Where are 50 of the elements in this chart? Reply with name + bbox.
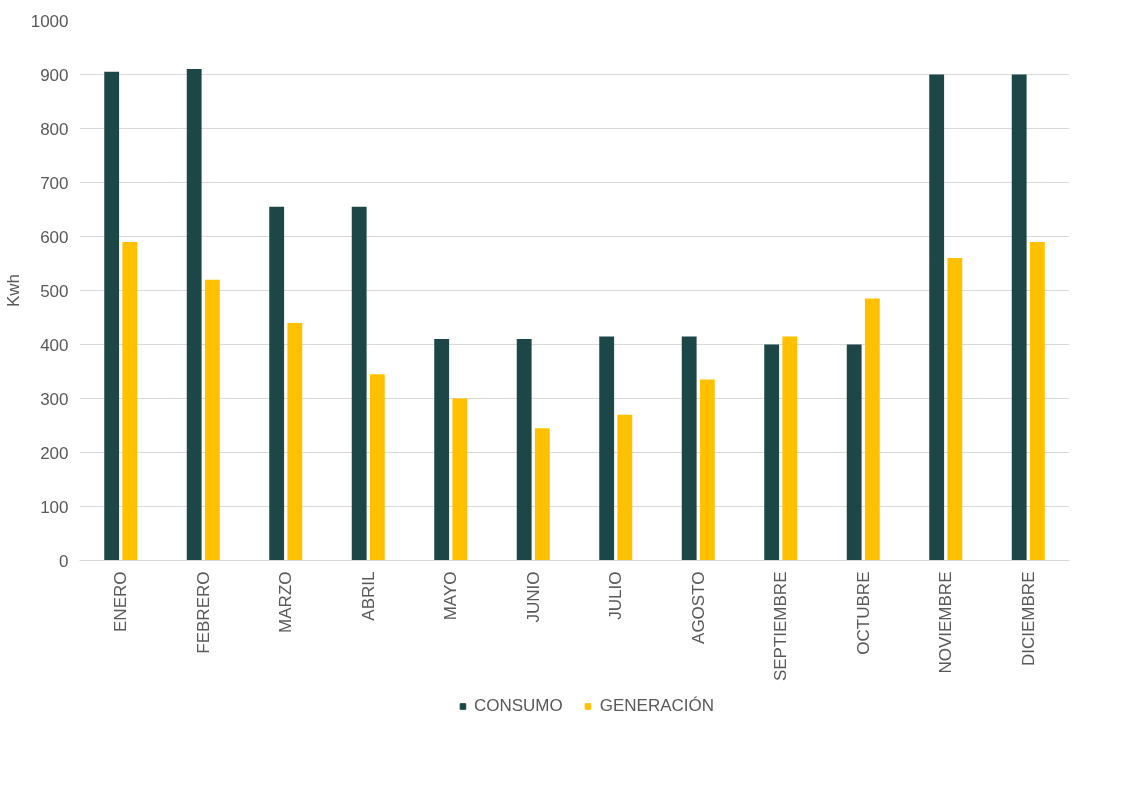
y-tick-label: 900 <box>40 65 69 85</box>
bar <box>369 374 385 561</box>
y-tick-label: 300 <box>40 389 69 409</box>
y-tick-label: 400 <box>40 335 69 355</box>
bar <box>104 71 120 561</box>
x-tick-label: AGOSTO <box>688 571 708 644</box>
bar <box>681 336 697 561</box>
y-tick-label: 1000 <box>30 11 69 31</box>
bar <box>599 336 615 561</box>
legend-label: GENERACIÓN <box>599 696 715 716</box>
bar <box>699 379 715 561</box>
y-tick-label: 500 <box>40 281 69 301</box>
bar <box>452 398 468 561</box>
bar <box>846 344 862 561</box>
bar <box>122 241 138 561</box>
x-tick-label: NOVIEMBRE <box>936 571 956 674</box>
y-axis-title: Kwh <box>3 273 23 308</box>
x-tick-label: ENERO <box>111 571 131 632</box>
x-tick-label: ABRIL <box>358 571 378 621</box>
x-tick-label: MARZO <box>276 571 296 633</box>
x-tick-label: JULIO <box>606 571 626 620</box>
bar <box>864 298 880 561</box>
bar <box>617 414 633 561</box>
bar <box>351 206 367 561</box>
bar <box>434 339 450 561</box>
y-tick-label: 0 <box>59 551 69 571</box>
y-tick-label: 600 <box>40 227 69 247</box>
bar <box>947 258 963 561</box>
bar <box>764 344 780 561</box>
bar <box>287 322 303 561</box>
bar <box>516 339 532 561</box>
x-tick-label: OCTUBRE <box>853 571 873 655</box>
y-tick-label: 100 <box>40 497 69 517</box>
bar <box>1029 241 1045 561</box>
bar <box>269 206 285 561</box>
x-tick-label: FEBRERO <box>193 571 213 654</box>
bar <box>782 336 798 561</box>
x-tick-label: SEPTIEMBRE <box>771 571 791 682</box>
bar <box>204 279 220 561</box>
x-tick-label: DICIEMBRE <box>1018 571 1038 666</box>
y-tick-label: 200 <box>40 443 69 463</box>
legend-label: CONSUMO <box>473 696 563 716</box>
y-tick-label: 700 <box>40 173 69 193</box>
x-tick-label: JUNIO <box>523 571 543 623</box>
bar <box>534 428 550 561</box>
x-tick-label: MAYO <box>441 571 461 621</box>
y-tick-label: 800 <box>40 119 69 139</box>
bar <box>929 74 945 561</box>
bar <box>1011 74 1027 561</box>
bar <box>186 69 202 561</box>
